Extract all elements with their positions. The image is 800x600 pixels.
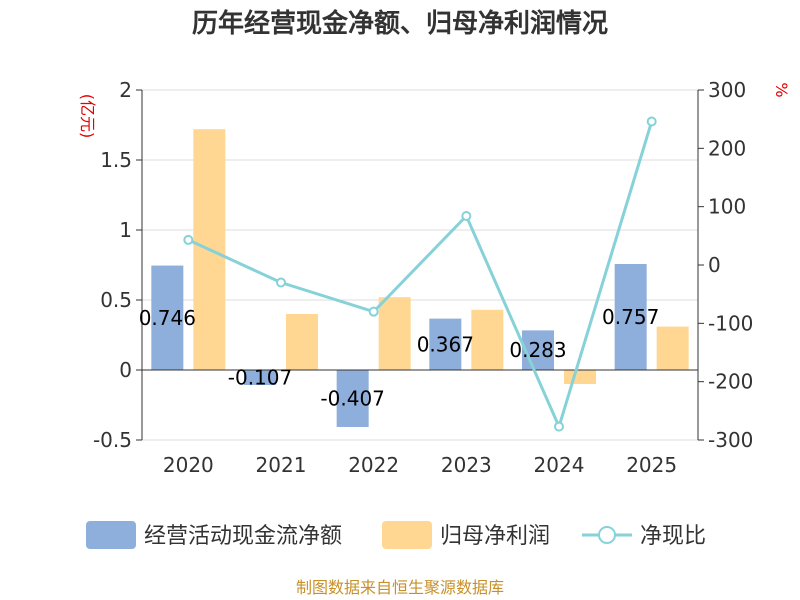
axes: -0.5 0 0.5 1 1.5 2 -300 -200 -100 0 100 200 300 2020 2… <box>93 78 753 477</box>
right-axis-tick-label: -200 <box>708 370 753 394</box>
ratio-point <box>461 211 472 221</box>
left-axis-tick-label: 1 <box>119 218 132 242</box>
legend-label-ratio: 净现比 <box>640 524 706 549</box>
grid-lines <box>142 89 698 441</box>
bars <box>151 129 689 427</box>
cashflow-value-label: 0.283 <box>509 338 566 362</box>
legend-swatch-ratio-marker <box>598 526 616 544</box>
right-axis-tick-label: 200 <box>708 136 746 160</box>
left-axis-tick-label: 0.5 <box>100 288 132 312</box>
cashflow-value-label: 0.757 <box>602 305 659 329</box>
left-axis-tick-label: 1.5 <box>100 148 132 172</box>
x-axis-tick-label: 2023 <box>441 453 492 477</box>
ratio-point <box>646 116 657 127</box>
left-axis-tick-label: 0 <box>119 358 132 382</box>
right-axis-tick-label: -300 <box>708 428 753 452</box>
net-profit-bar <box>286 314 318 370</box>
cashflow-bar <box>429 318 462 370</box>
ratio-point <box>183 234 194 245</box>
ratio-point <box>368 306 379 317</box>
data-source: 制图数据来自恒生聚源数据库 <box>296 578 504 597</box>
right-axis-tick-label: -100 <box>708 311 753 335</box>
legend-label-net-profit: 归母净利润 <box>440 524 550 549</box>
cashflow-value-label: 0.746 <box>139 306 196 330</box>
left-axis-unit: (亿元) <box>78 94 97 139</box>
cashflow-bar <box>244 370 276 385</box>
net-profit-bar <box>378 297 411 370</box>
ratio-point <box>554 421 564 432</box>
x-axis-tick-label: 2024 <box>534 453 585 477</box>
cashflow-bar <box>522 330 554 370</box>
net-profit-bar <box>656 326 689 370</box>
ratio-line <box>183 116 657 432</box>
legend: 经营活动现金流净额 归母净利润 净现比 <box>86 521 706 549</box>
chart-title: 历年经营现金净额、归母净利润情况 <box>192 8 608 39</box>
x-axis-tick-label: 2022 <box>348 453 399 477</box>
cashflow-bar <box>151 265 184 370</box>
net-profit-bar <box>564 370 596 384</box>
net-profit-bar <box>471 309 504 370</box>
cashflow-value-label: -0.107 <box>228 365 292 389</box>
ratio-point <box>276 277 286 288</box>
x-axis-tick-label: 2025 <box>626 453 677 477</box>
x-axis-tick-label: 2020 <box>163 453 214 477</box>
bar-value-labels: 0.746 -0.107 -0.407 0.367 0.283 0.757 <box>139 305 660 410</box>
legend-swatch-net-profit <box>382 521 432 549</box>
legend-label-cashflow: 经营活动现金流净额 <box>144 524 342 549</box>
cashflow-value-label: -0.407 <box>320 386 384 410</box>
right-axis-unit: % <box>772 82 791 97</box>
x-axis-tick-label: 2021 <box>256 453 307 477</box>
ratio-line-path <box>187 121 654 431</box>
left-axis-tick-label: 2 <box>119 78 132 102</box>
cashflow-value-label: 0.367 <box>417 332 474 356</box>
cashflow-bar <box>336 370 369 427</box>
cashflow-bar <box>614 264 647 370</box>
right-axis-tick-label: 100 <box>708 195 746 219</box>
right-axis-tick-label: 0 <box>708 253 721 277</box>
right-axis-tick-label: 300 <box>708 78 746 102</box>
legend-swatch-cashflow <box>86 521 136 549</box>
left-axis-tick-label: -0.5 <box>93 428 132 452</box>
